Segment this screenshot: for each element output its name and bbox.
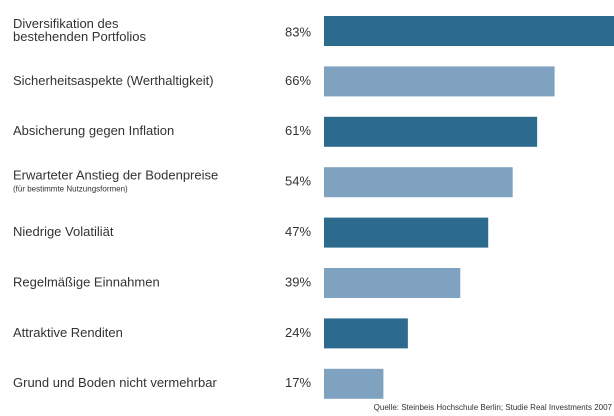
category-sublabel: (für bestimmte Nutzungsformen) — [13, 184, 128, 193]
bar — [324, 368, 384, 399]
category-label: Niedrige Volatiliät — [13, 224, 114, 239]
bar — [324, 268, 461, 298]
bar — [324, 318, 408, 349]
category-label: Attraktive Renditen — [13, 325, 123, 340]
category-label: Sicherheitsaspekte (Werthaltigkeit) — [13, 73, 214, 88]
source: Quelle: Steinbeis Hochschule Berlin; Stu… — [374, 403, 613, 412]
value-label: 47% — [285, 224, 311, 239]
category-label: Absicherung gegen Inflation — [13, 123, 174, 138]
value-label: 17% — [285, 375, 311, 390]
category-label: bestehenden Portfolios — [13, 29, 146, 44]
category-label: Regelmäßige Einnahmen — [13, 274, 160, 289]
value-label: 24% — [285, 325, 311, 340]
value-label: 61% — [285, 123, 311, 138]
value-label: 54% — [285, 174, 311, 189]
bar — [324, 217, 489, 248]
bar — [324, 16, 614, 46]
category-label: Grund und Boden nicht vermehrbar — [13, 375, 217, 390]
bar — [324, 116, 538, 147]
bar — [324, 66, 555, 97]
category-label: Erwarteter Anstieg der Bodenpreise — [13, 168, 218, 183]
bar — [324, 167, 513, 198]
category-label: Diversifikation des — [13, 16, 119, 31]
value-label: 66% — [285, 73, 311, 88]
value-label: 83% — [285, 24, 311, 39]
value-label: 39% — [285, 274, 311, 289]
